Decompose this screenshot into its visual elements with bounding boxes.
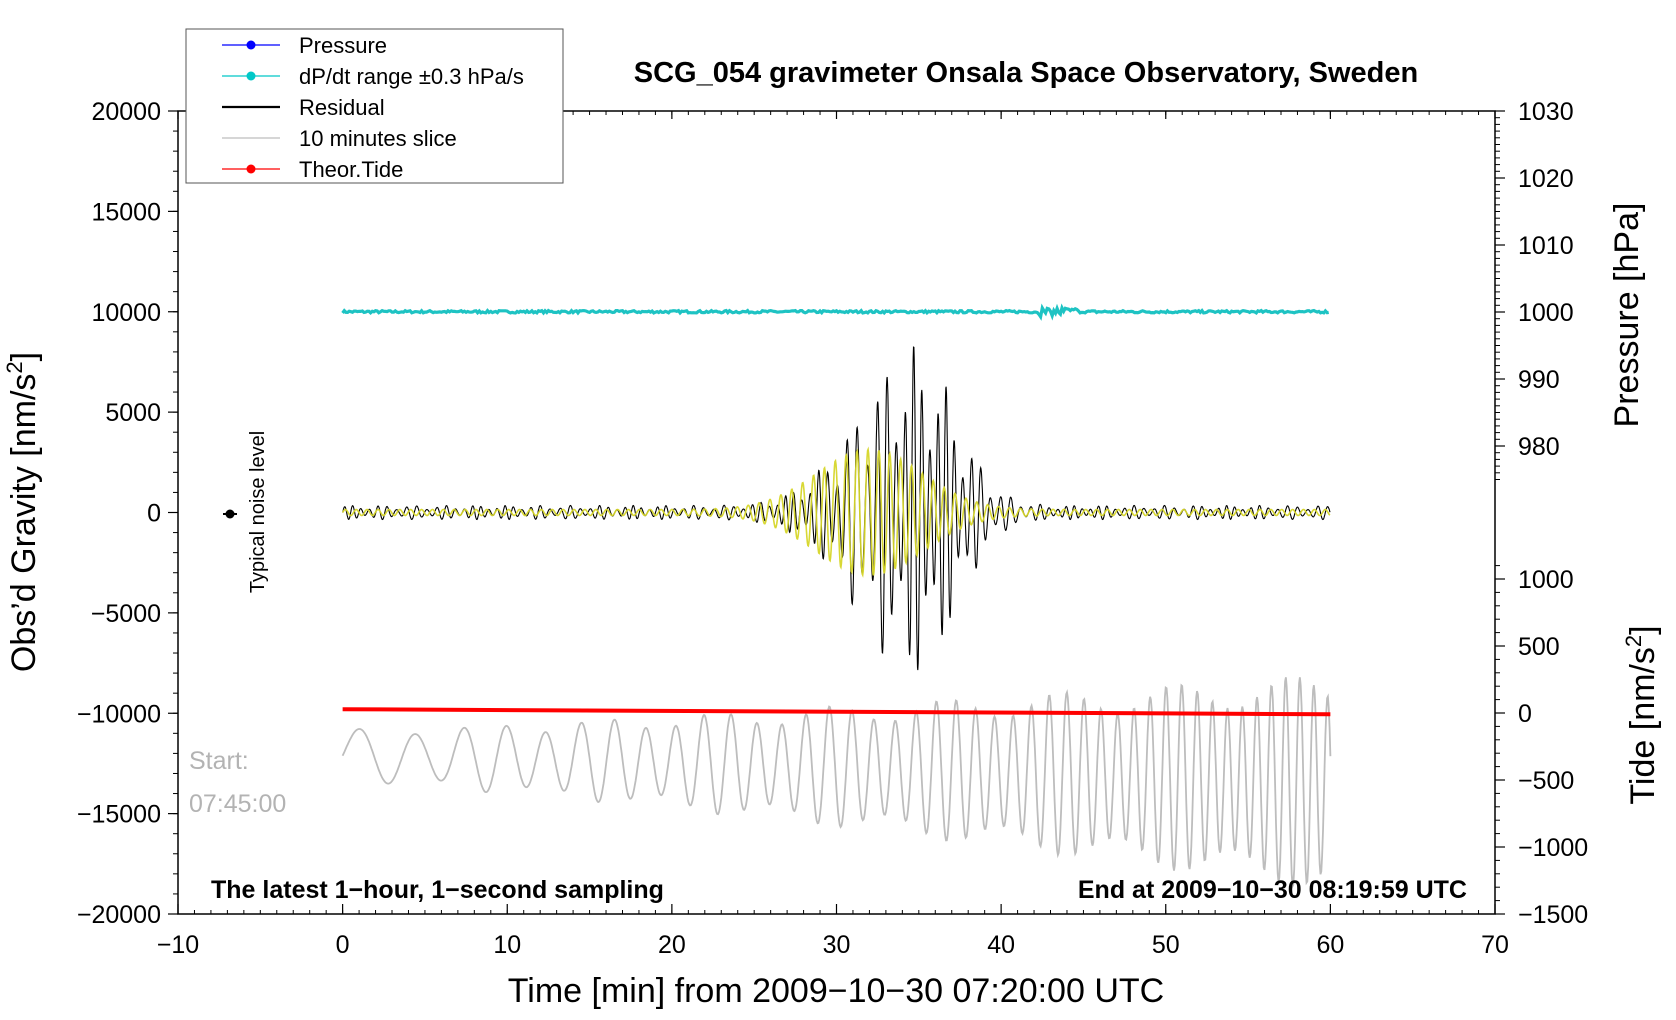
- residual-series-line: [342, 346, 1331, 671]
- x-tick-label: 40: [987, 931, 1015, 959]
- chart-title: SCG_054 gravimeter Onsala Space Observat…: [634, 57, 1418, 89]
- footer-sampling-text: The latest 1−hour, 1−second sampling: [211, 876, 664, 904]
- legend-label: Theor.Tide: [299, 157, 403, 182]
- y-left-tick-label: −5000: [91, 600, 161, 628]
- slice-series-line: [341, 677, 1332, 890]
- noise-level-label: Typical noise level: [247, 431, 269, 593]
- x-tick-label: 10: [493, 931, 521, 959]
- x-axis-title: Time [min] from 2009−10−30 07:20:00 UTC: [508, 972, 1164, 1010]
- y-left-tick-label: 20000: [91, 98, 161, 126]
- y-tide-tick-label: 500: [1518, 633, 1560, 661]
- y-pressure-tick-label: 1030: [1518, 98, 1574, 126]
- legend-label: 10 minutes slice: [299, 126, 457, 151]
- y-left-tick-label: −20000: [77, 901, 161, 929]
- legend-label: Residual: [299, 95, 385, 120]
- x-tick-label: 60: [1316, 931, 1344, 959]
- x-tick-label: 30: [823, 931, 851, 959]
- legend: Pressure dP/dt range ±0.3 hPa/s Residual 10…: [185, 28, 564, 184]
- x-tick-label: 50: [1152, 931, 1180, 959]
- x-tick-label: 20: [658, 931, 686, 959]
- y-pressure-tick-label: 1020: [1518, 165, 1574, 193]
- x-tick-label: −10: [157, 931, 199, 959]
- y-pressure-tick-label: 990: [1518, 366, 1560, 394]
- legend-label: Pressure: [299, 33, 387, 58]
- theor-tide-series-line: [342, 707, 1331, 717]
- legend-marker: [246, 164, 256, 174]
- y-tide-tick-label: −500: [1518, 767, 1574, 795]
- series-layer: [341, 303, 1332, 890]
- y-tide-tick-label: −1000: [1518, 834, 1588, 862]
- y-tide-tick-label: 0: [1518, 700, 1532, 728]
- y-axis-tide-title: Tide [nm/s2]: [1621, 625, 1662, 804]
- start-time-label: 07:45:00: [189, 790, 286, 818]
- footer-end-time-text: End at 2009−10−30 08:19:59 UTC: [1078, 876, 1467, 904]
- y-axis-left-title: Obs’d Gravity [nm/s2]: [2, 352, 43, 672]
- y-left-tick-label: 0: [147, 500, 161, 528]
- y-tide-tick-label: 1000: [1518, 566, 1574, 594]
- legend-marker: [246, 71, 256, 81]
- y-left-tick-label: 5000: [105, 399, 161, 427]
- y-left-tick-label: −15000: [77, 801, 161, 829]
- y-tide-tick-label: −1500: [1518, 901, 1588, 929]
- x-tick-label: 0: [336, 931, 350, 959]
- legend-label: dP/dt range ±0.3 hPa/s: [299, 64, 524, 89]
- dpdt-series-line: [341, 303, 1329, 321]
- y-pressure-tick-label: 980: [1518, 433, 1560, 461]
- residual-smoothed-series-line: [341, 446, 1331, 578]
- y-pressure-tick-label: 1000: [1518, 299, 1574, 327]
- y-left-tick-label: 15000: [91, 198, 161, 226]
- y-left-tick-label: 10000: [91, 299, 161, 327]
- start-label: Start:: [189, 747, 249, 775]
- y-left-tick-label: −10000: [77, 700, 161, 728]
- y-pressure-tick-label: 1010: [1518, 232, 1574, 260]
- y-axis-pressure-title: Pressure [hPa]: [1608, 203, 1646, 428]
- x-tick-label: 70: [1481, 931, 1509, 959]
- axis-ticks: −10 0 10 20 30 40 50 60 7020000150001000050000−5…: [77, 98, 1588, 959]
- legend-marker: [246, 40, 256, 50]
